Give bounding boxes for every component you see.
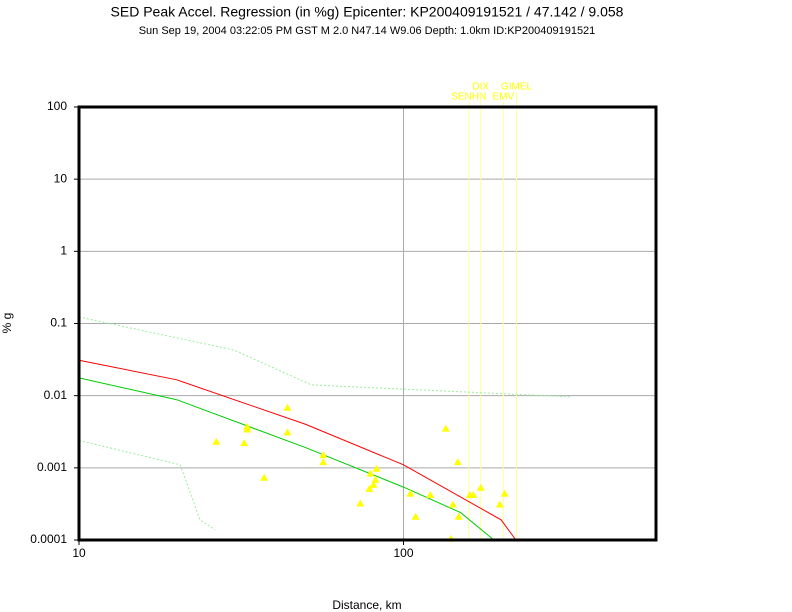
data-point bbox=[476, 483, 485, 491]
y-tick-label: 0.001 bbox=[37, 460, 67, 474]
x-axis-label: Distance, km bbox=[332, 598, 401, 612]
plot-frame bbox=[77, 105, 658, 542]
data-point bbox=[243, 425, 252, 433]
curve bbox=[78, 359, 517, 541]
data-point bbox=[369, 480, 378, 488]
data-point bbox=[212, 437, 221, 445]
y-tick-label: 100 bbox=[47, 99, 67, 113]
data-point bbox=[448, 500, 457, 508]
y-tick-label: 0.1 bbox=[50, 316, 67, 330]
y-tick-label: 0.0001 bbox=[30, 532, 67, 546]
data-point bbox=[500, 489, 509, 497]
curve bbox=[78, 316, 572, 398]
data-point bbox=[240, 439, 249, 447]
data-point bbox=[356, 499, 365, 507]
data-point bbox=[469, 491, 478, 499]
data-point bbox=[454, 512, 463, 520]
data-point bbox=[406, 489, 415, 497]
curve bbox=[78, 377, 495, 541]
x-tick-label: 10 bbox=[72, 546, 86, 560]
chart-subtitle: Sun Sep 19, 2004 03:22:05 PM GST M 2.0 N… bbox=[139, 25, 596, 37]
curve bbox=[78, 439, 216, 531]
station-label: EMV bbox=[492, 92, 514, 103]
y-tick-label: 10 bbox=[54, 171, 68, 185]
data-point bbox=[495, 500, 504, 508]
data-point bbox=[365, 484, 374, 492]
data-point bbox=[366, 469, 375, 477]
data-point bbox=[260, 473, 269, 481]
data-point bbox=[283, 403, 292, 411]
x-tick-label: 100 bbox=[393, 546, 413, 560]
station-label: GIMEL bbox=[501, 82, 533, 93]
chart-title: SED Peak Accel. Regression (in %g) Epice… bbox=[111, 4, 624, 20]
data-point bbox=[372, 464, 381, 472]
station-label: SENHN bbox=[451, 92, 486, 103]
data-point bbox=[453, 458, 462, 466]
y-axis-label: % g bbox=[0, 313, 14, 334]
y-tick-label: 0.01 bbox=[44, 388, 68, 402]
data-point bbox=[441, 424, 450, 432]
data-point bbox=[426, 491, 435, 499]
data-point bbox=[283, 428, 292, 436]
data-point bbox=[411, 512, 420, 520]
data-point bbox=[319, 451, 328, 459]
station-label: DIX bbox=[472, 82, 489, 93]
data-point bbox=[319, 458, 328, 466]
y-tick-label: 1 bbox=[60, 244, 67, 258]
